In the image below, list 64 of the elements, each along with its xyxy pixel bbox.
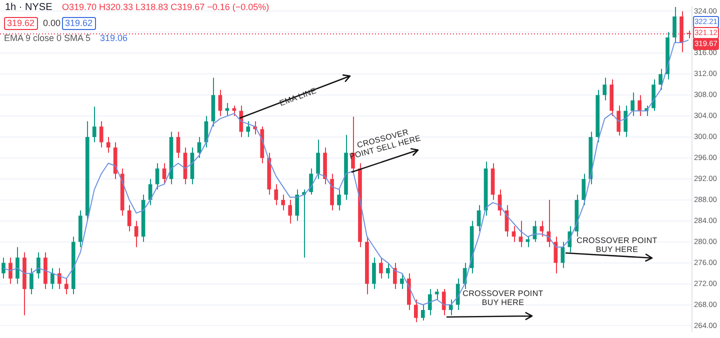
- candlestick: [30, 268, 34, 295]
- candlestick: [239, 105, 244, 138]
- annotation: EMA LINE: [277, 85, 319, 110]
- candlestick: [134, 220, 138, 248]
- candlestick: [50, 268, 54, 290]
- candlestick: [526, 236, 530, 248]
- candlestick: [246, 120, 250, 138]
- candlestick: [99, 120, 104, 148]
- candlestick: [616, 105, 621, 136]
- annotation: 319.62: [4, 17, 38, 30]
- candlestick: [540, 220, 544, 238]
- annotation: CROSSOVER POINT BUY HERE: [576, 236, 658, 254]
- candlestick: [232, 105, 236, 117]
- candlestick: [624, 105, 628, 138]
- candlestick: [560, 241, 565, 269]
- candlestick: [518, 220, 523, 248]
- candlestick: [386, 262, 390, 280]
- candlestick: [176, 131, 180, 158]
- candlestick: [2, 257, 6, 280]
- candlestick: [456, 278, 460, 311]
- candlestick: [652, 78, 656, 112]
- candlestick: [127, 204, 132, 232]
- candlestick: [295, 188, 299, 222]
- candlestick: [428, 288, 432, 316]
- candlestick: [442, 288, 446, 316]
- candlestick: [420, 304, 425, 321]
- candlestick: [274, 184, 278, 206]
- candlestick: [400, 272, 404, 290]
- candlestick: [434, 288, 439, 300]
- annotation: CROSSOVER POINT BUY HERE: [462, 289, 544, 307]
- candlestick: [448, 299, 453, 316]
- candlestick: [36, 252, 40, 280]
- annotation: 0.00: [43, 18, 61, 29]
- annotation: EMA 9 close 0 SMA 5: [4, 33, 91, 44]
- candlestick: [57, 268, 62, 290]
- candlestick: [281, 194, 286, 211]
- candlestick: [309, 168, 313, 196]
- candlestick: [288, 199, 292, 224]
- candlestick: [64, 278, 68, 295]
- candlestick: [372, 257, 376, 290]
- annotation: 319.06: [100, 33, 128, 44]
- candlestick: [16, 246, 20, 284]
- candlestick: [106, 136, 110, 154]
- candlestick: [602, 77, 607, 101]
- candlestick: [476, 204, 481, 232]
- candlestick: [155, 162, 160, 190]
- candlestick: [414, 299, 418, 323]
- candlestick: [316, 139, 320, 180]
- annotation: 319.62: [62, 17, 96, 30]
- candlestick: [658, 68, 662, 90]
- annotation: O319.70 H320.33 L318.83 C319.67 −0.16 (−0.05%): [62, 2, 270, 13]
- candlestick: [225, 102, 230, 117]
- candlestick: [630, 92, 635, 117]
- candlestick: [8, 257, 12, 284]
- candlestick: [393, 262, 397, 290]
- candlestick: [337, 188, 341, 211]
- candlestick: [162, 162, 166, 185]
- chart-title: 1h · NYSE: [5, 2, 52, 13]
- candlestick: [638, 94, 642, 117]
- candlestick: [218, 89, 222, 117]
- candlestick: [672, 6, 676, 44]
- candlestick: [92, 106, 96, 143]
- candlestick: [582, 173, 586, 206]
- candlestick: [379, 257, 383, 280]
